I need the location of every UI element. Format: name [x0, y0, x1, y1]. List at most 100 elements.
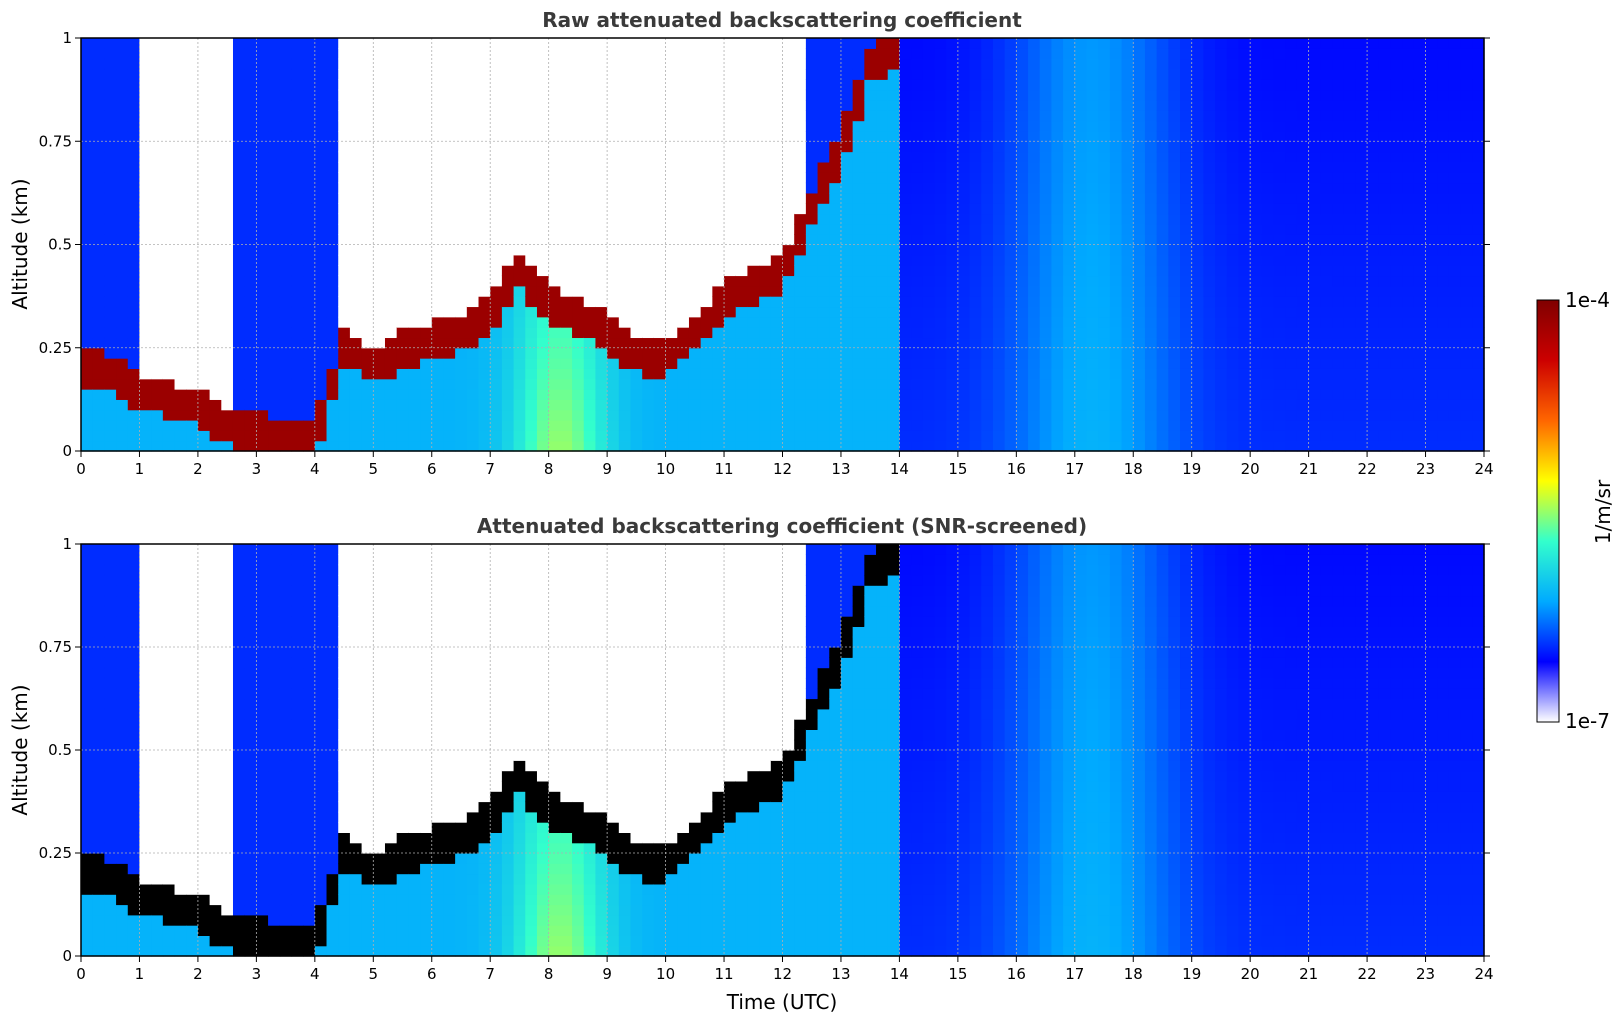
heatmap-cell: [104, 832, 117, 844]
heatmap-cell: [373, 99, 386, 111]
heatmap-cell: [1144, 182, 1158, 194]
heatmap-cell: [104, 904, 117, 916]
heatmap-cell: [981, 337, 994, 349]
heatmap-cell: [1016, 182, 1029, 194]
heatmap-cell: [174, 399, 187, 411]
heatmap-cell: [1086, 130, 1099, 142]
heatmap-cell: [1355, 89, 1368, 101]
heatmap-cell: [1308, 409, 1321, 421]
heatmap-cell: [1250, 68, 1263, 80]
heatmap-cell: [525, 285, 538, 297]
heatmap-cell: [443, 89, 456, 101]
x-tick-label: 15: [948, 460, 967, 478]
heatmap-cell: [232, 68, 246, 80]
heatmap-cell: [548, 337, 561, 349]
heatmap-cell: [373, 79, 386, 91]
heatmap-cell: [1343, 420, 1356, 431]
heatmap-cell: [1390, 110, 1403, 122]
heatmap-cell: [735, 430, 749, 442]
heatmap-cell: [1121, 440, 1134, 452]
heatmap-cell: [513, 182, 526, 194]
heatmap-cell: [642, 316, 655, 328]
heatmap-cell: [209, 234, 222, 246]
heatmap-cell: [665, 172, 678, 184]
heatmap-cell: [92, 595, 105, 607]
heatmap-cell: [700, 99, 713, 111]
heatmap-cell: [536, 48, 550, 60]
heatmap-cell: [1098, 182, 1111, 194]
heatmap-cell: [1425, 130, 1438, 142]
heatmap-cell: [256, 151, 269, 163]
heatmap-cell: [630, 296, 643, 308]
heatmap-cell: [478, 265, 491, 277]
heatmap-cell: [1320, 316, 1333, 328]
heatmap-cell: [232, 79, 246, 91]
heatmap-cell: [1004, 440, 1017, 452]
heatmap-cell: [104, 130, 117, 142]
heatmap-cell: [852, 275, 865, 287]
heatmap-cell: [1355, 254, 1368, 266]
heatmap-cell: [1156, 48, 1169, 60]
heatmap-cell: [1332, 120, 1345, 132]
heatmap-cell: [1028, 378, 1041, 390]
heatmap-cell: [1425, 285, 1438, 297]
heatmap-cell: [1144, 347, 1158, 359]
heatmap-cell: [244, 358, 257, 369]
heatmap-cell: [197, 430, 211, 442]
heatmap-cell: [957, 89, 971, 101]
heatmap-cell: [1168, 161, 1181, 173]
heatmap-cell: [1332, 430, 1345, 442]
heatmap-cell: [712, 58, 725, 70]
heatmap-cell: [1343, 296, 1356, 308]
heatmap-cell: [127, 234, 141, 246]
heatmap-cell: [478, 38, 491, 49]
heatmap-cell: [1261, 58, 1275, 70]
heatmap-cell: [992, 347, 1006, 359]
heatmap-cell: [244, 192, 257, 204]
heatmap-cell: [361, 306, 374, 318]
heatmap-cell: [922, 430, 936, 442]
heatmap-cell: [1448, 58, 1462, 70]
heatmap-cell: [466, 378, 480, 390]
heatmap-cell: [677, 399, 690, 411]
heatmap-cell: [782, 358, 795, 369]
heatmap-cell: [1063, 58, 1076, 70]
heatmap-cell: [759, 110, 772, 122]
heatmap-cell: [817, 110, 830, 122]
heatmap-cell: [139, 38, 152, 49]
heatmap-cell: [1051, 399, 1064, 411]
heatmap-cell: [876, 275, 889, 287]
heatmap-cell: [1098, 316, 1111, 328]
heatmap-cell: [221, 306, 234, 318]
heatmap-cell: [1332, 285, 1345, 297]
heatmap-cell: [1039, 89, 1053, 101]
heatmap-cell: [1472, 430, 1485, 442]
heatmap-cell: [1343, 48, 1356, 60]
heatmap-cell: [1074, 110, 1088, 122]
heatmap-cell: [361, 440, 374, 452]
heatmap-cell: [899, 316, 912, 328]
heatmap-cell: [1285, 440, 1298, 452]
heatmap-cell: [770, 48, 784, 60]
heatmap-cell: [876, 254, 889, 266]
heatmap-cell: [969, 68, 982, 80]
heatmap-cell: [139, 399, 152, 411]
heatmap-cell: [536, 223, 550, 235]
heatmap-cell: [116, 358, 129, 369]
heatmap-cell: [1285, 58, 1298, 70]
heatmap-cell: [1355, 306, 1368, 318]
heatmap-cell: [548, 234, 561, 246]
heatmap-cell: [104, 811, 117, 823]
heatmap-cell: [630, 79, 643, 91]
heatmap-cell: [256, 327, 269, 339]
heatmap-cell: [981, 368, 994, 380]
heatmap-cell: [1180, 192, 1193, 204]
heatmap-cell: [268, 203, 281, 215]
heatmap-cell: [525, 244, 538, 256]
heatmap-cell: [1378, 440, 1392, 452]
heatmap-cell: [1367, 275, 1380, 287]
heatmap-cell: [1390, 420, 1403, 431]
heatmap-cell: [116, 378, 129, 390]
heatmap-cell: [513, 337, 526, 349]
heatmap-cell: [548, 68, 561, 80]
